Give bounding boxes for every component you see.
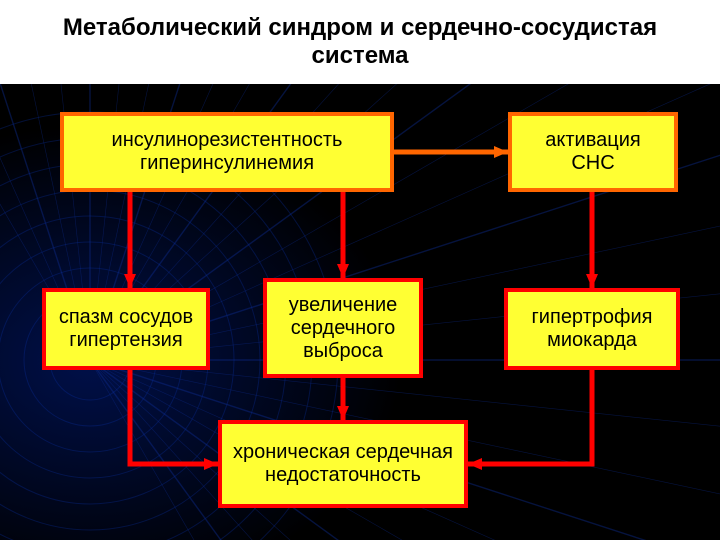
node-hypertrophy: гипертрофиямиокарда [504,288,680,370]
node-cardiac-output: увеличениесердечноговыброса [263,278,423,378]
node-label: инсулинорезистентностьгиперинсулинемия [112,129,343,175]
node-insulin-resistance: инсулинорезистентностьгиперинсулинемия [60,112,394,192]
node-label: активацияСНС [545,129,640,175]
node-vasospasm: спазм сосудовгипертензия [42,288,210,370]
node-label: спазм сосудовгипертензия [59,306,193,352]
slide-title-text: Метаболический синдром и сердечно-сосуди… [20,14,700,70]
node-label: гипертрофиямиокарда [532,306,653,352]
node-heart-failure: хроническая сердечная недостаточность [218,420,468,508]
node-label: хроническая сердечная недостаточность [228,441,458,487]
node-label: увеличениесердечноговыброса [289,294,398,363]
slide-title: Метаболический синдром и сердечно-сосуди… [0,0,720,84]
node-sns-activation: активацияСНС [508,112,678,192]
